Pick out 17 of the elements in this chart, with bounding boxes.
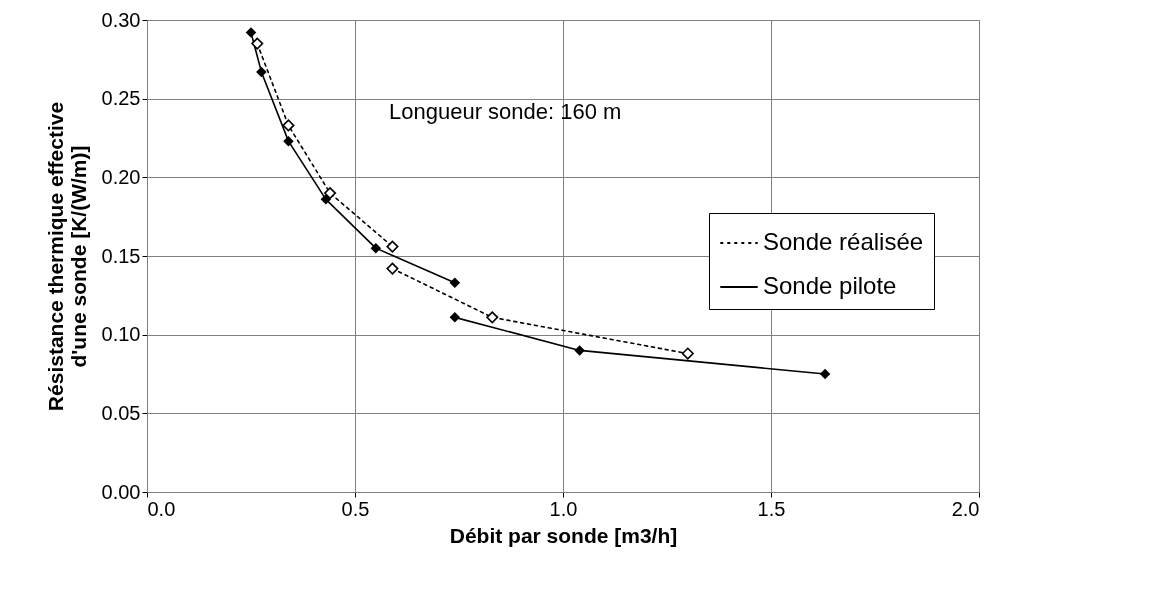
y-tick-label: 0.00 (101, 480, 141, 503)
x-axis-title: Débit par sonde [m3/h] (449, 523, 678, 547)
y-tick-label: 0.05 (101, 401, 141, 424)
legend-label: Sonde réalisée (763, 228, 924, 255)
x-tick-label: 0.5 (341, 497, 370, 520)
x-tick-label: 0.0 (147, 497, 176, 520)
x-tick-label: 2.0 (951, 497, 980, 520)
y-axis-title: Résistance thermique effective d'une sonde [K/(W/m)] (43, 101, 90, 412)
x-tick-label: 1.0 (549, 497, 578, 520)
annotation: Longueur sonde: 160 m (389, 99, 622, 124)
y-tick-label: 0.10 (101, 323, 141, 346)
x-tick-label: 1.5 (757, 497, 786, 520)
legend-label: Sonde pilote (763, 272, 897, 299)
y-tick-label: 0.15 (101, 244, 141, 267)
y-tick-label: 0.25 (101, 87, 141, 110)
y-tick-label: 0.30 (101, 8, 141, 31)
y-tick-label: 0.20 (101, 165, 141, 188)
